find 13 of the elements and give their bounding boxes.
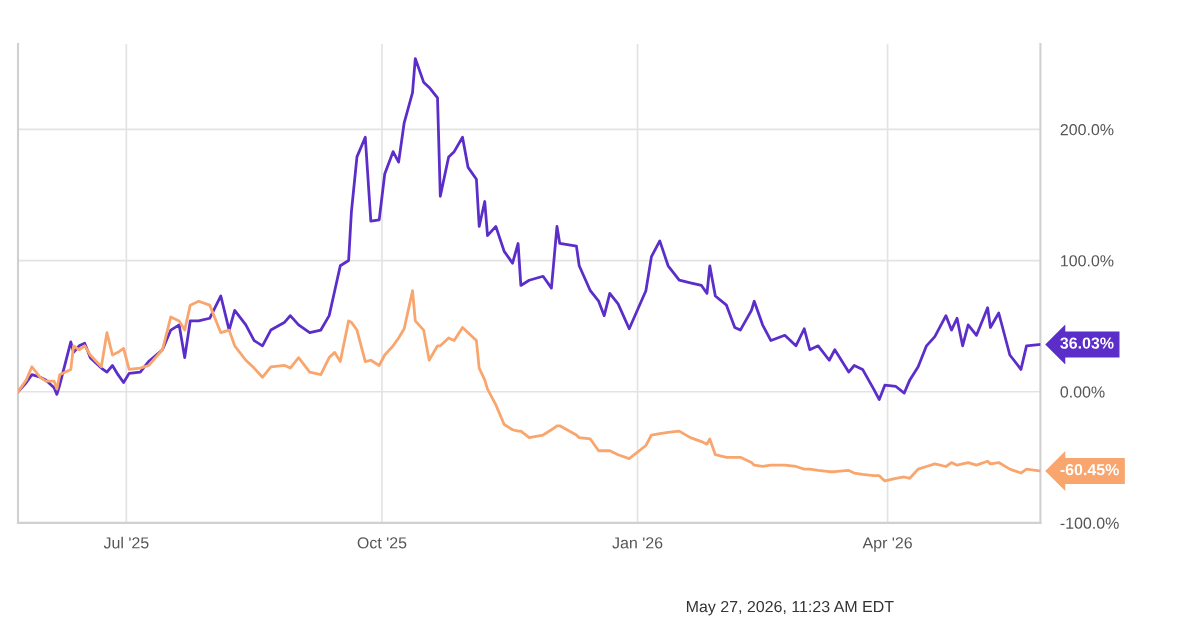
y-tick-label: 100.0% [1061, 255, 1114, 267]
annotation: 36.03% [1060, 337, 1114, 349]
x-tick-label: Jan '26 [612, 537, 663, 549]
line-series [18, 289, 1041, 483]
annotation: -60.45% [1060, 464, 1119, 476]
y-tick-label: 200.0% [1060, 124, 1114, 136]
text: May 27, 2026, 11:23 AM EDT [686, 600, 894, 616]
line-series [18, 57, 1041, 401]
y-tick-label: -100.0% [1060, 517, 1119, 529]
y-tick-label: 0.00% [1060, 386, 1105, 398]
x-tick-label: Jul '25 [103, 536, 149, 549]
x-tick-label: Apr '26 [862, 537, 912, 552]
x-tick-label: Oct '25 [357, 537, 407, 549]
